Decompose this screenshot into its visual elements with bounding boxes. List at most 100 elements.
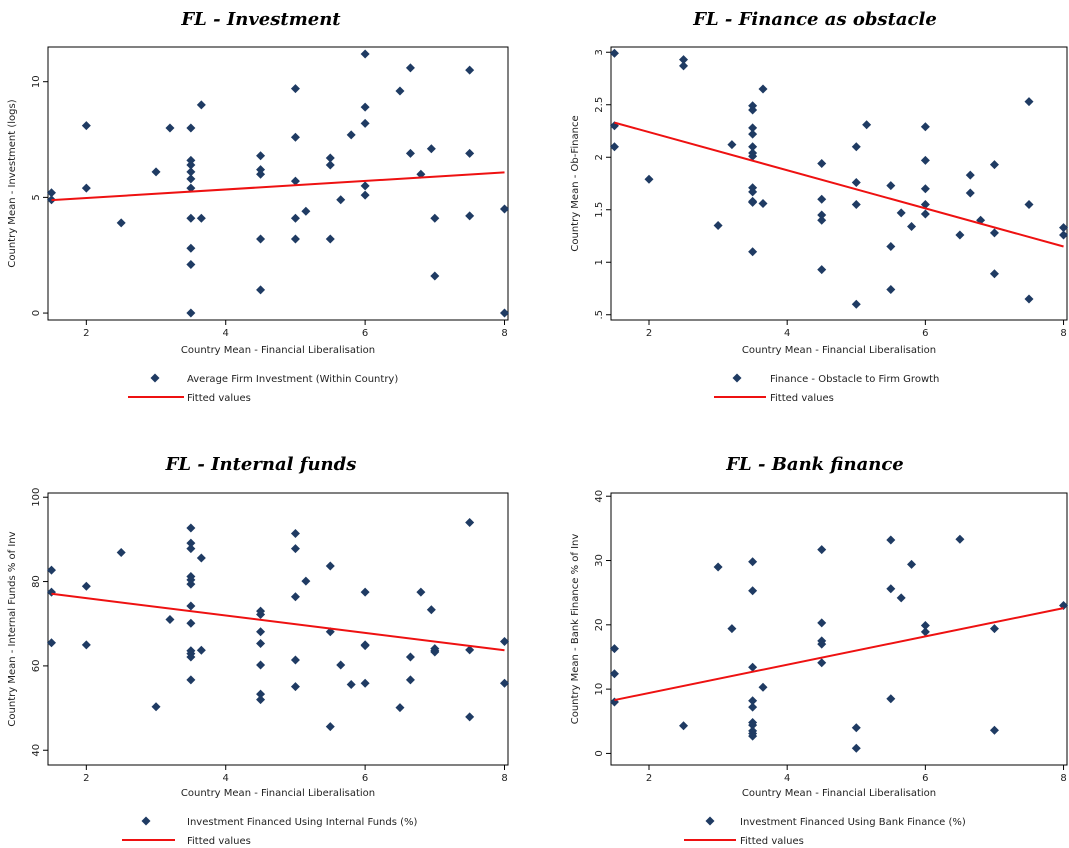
scatter-point	[186, 160, 196, 170]
scatter-point	[116, 547, 126, 557]
scatter-point	[851, 200, 861, 209]
x-tick-label: 8	[501, 328, 507, 339]
scatter-point	[644, 174, 654, 184]
y-tick-label: 0	[31, 310, 42, 316]
scatter-point	[907, 222, 917, 232]
scatter-point	[290, 544, 300, 554]
y-tick-label: 80	[31, 575, 42, 588]
scatter-point	[465, 712, 475, 722]
scatter-point	[186, 243, 196, 253]
scatter-point	[989, 624, 999, 634]
scatter-point	[817, 639, 827, 649]
scatter-point	[748, 731, 758, 741]
legend-label-fit: Fitted values	[187, 836, 251, 847]
chart-title: FL - Internal funds	[165, 454, 357, 475]
scatter-point	[360, 102, 370, 112]
scatter-point	[465, 211, 475, 221]
y-axis-label: Country Mean - Ob-Finance	[570, 115, 581, 251]
scatter-point	[360, 641, 370, 651]
scatter-point	[290, 655, 300, 665]
scatter-point	[748, 247, 758, 257]
chart-title: FL - Investment	[180, 9, 341, 30]
scatter-point	[360, 49, 370, 59]
scatter-point	[81, 121, 91, 131]
x-axis-label: Country Mean - Financial Liberalisation	[742, 788, 936, 799]
scatter-point	[256, 639, 266, 649]
scatter-point	[500, 204, 510, 214]
scatter-point	[886, 584, 896, 594]
scatter-point	[256, 689, 266, 699]
scatter-point	[851, 142, 861, 152]
scatter-point	[886, 242, 896, 251]
scatter-point	[360, 587, 370, 597]
scatter-point	[256, 609, 266, 619]
y-tick-label: 30	[594, 554, 605, 567]
scatter-point	[395, 703, 405, 713]
scatter-point	[955, 534, 965, 544]
x-tick-label: 6	[362, 328, 368, 339]
scatter-point	[609, 669, 619, 679]
scatter-point	[196, 213, 206, 223]
scatter-point	[886, 285, 896, 295]
scatter-point	[46, 638, 56, 648]
x-tick-label: 8	[1060, 328, 1066, 339]
scatter-point	[336, 195, 346, 205]
scatter-point	[346, 130, 356, 140]
y-tick-label: 3	[594, 49, 605, 55]
x-tick-label: 6	[922, 773, 928, 784]
y-tick-label: 10	[594, 683, 605, 696]
scatter-point	[186, 601, 196, 611]
scatter-point	[748, 142, 758, 152]
scatter-point	[989, 228, 999, 238]
scatter-point	[325, 160, 335, 170]
x-tick-label: 6	[362, 773, 368, 784]
scatter-point	[256, 695, 266, 705]
scatter-point	[430, 271, 440, 281]
fitted-line	[614, 121, 1064, 248]
scatter-point	[186, 579, 196, 589]
scatter-point	[896, 593, 906, 603]
scatter-point	[430, 647, 440, 657]
scatter-point	[395, 86, 405, 96]
legend-label-scatter: Investment Financed Using Bank Finance (…	[740, 817, 966, 828]
scatter-point	[817, 658, 827, 668]
chart-panel-4: FL - Bank finance 2 4 6 8 0 10 20 30 40 Country Me…	[570, 454, 1069, 847]
scatter-point	[256, 151, 266, 161]
scatter-point	[679, 55, 689, 65]
scatter-point	[186, 123, 196, 133]
scatter-point	[186, 259, 196, 269]
y-tick-label: 1	[594, 259, 605, 265]
scatter-point	[989, 269, 999, 279]
scatter-point	[465, 645, 475, 655]
x-tick-label: 2	[646, 773, 652, 784]
y-tick-label: 100	[31, 488, 42, 507]
scatter-point	[81, 581, 91, 591]
scatter-point	[256, 165, 266, 175]
scatter-point	[290, 682, 300, 692]
scatter-point	[186, 167, 196, 177]
y-tick-label: 40	[31, 744, 42, 757]
scatter-point	[1024, 200, 1034, 209]
x-tick-label: 4	[784, 773, 790, 784]
scatter-point	[416, 587, 426, 597]
scatter-point	[405, 148, 415, 158]
x-tick-label: 2	[83, 328, 89, 339]
scatter-point	[290, 234, 300, 244]
scatter-point	[896, 208, 906, 218]
scatter-point	[325, 561, 335, 571]
scatter-point	[325, 722, 335, 732]
x-axis-label: Country Mean - Financial Liberalisation	[742, 345, 936, 356]
scatter-point	[186, 618, 196, 628]
scatter-point	[360, 678, 370, 688]
fitted-line	[51, 592, 505, 652]
x-tick-label: 2	[646, 328, 652, 339]
scatter-point	[748, 187, 758, 197]
scatter-point	[886, 694, 896, 704]
scatter-point	[886, 535, 896, 545]
plot-frame	[47, 492, 509, 766]
plot-frame	[610, 46, 1068, 321]
x-axis-label: Country Mean - Financial Liberalisation	[181, 345, 375, 356]
y-tick-label: 5	[31, 194, 42, 200]
scatter-point	[256, 169, 266, 179]
